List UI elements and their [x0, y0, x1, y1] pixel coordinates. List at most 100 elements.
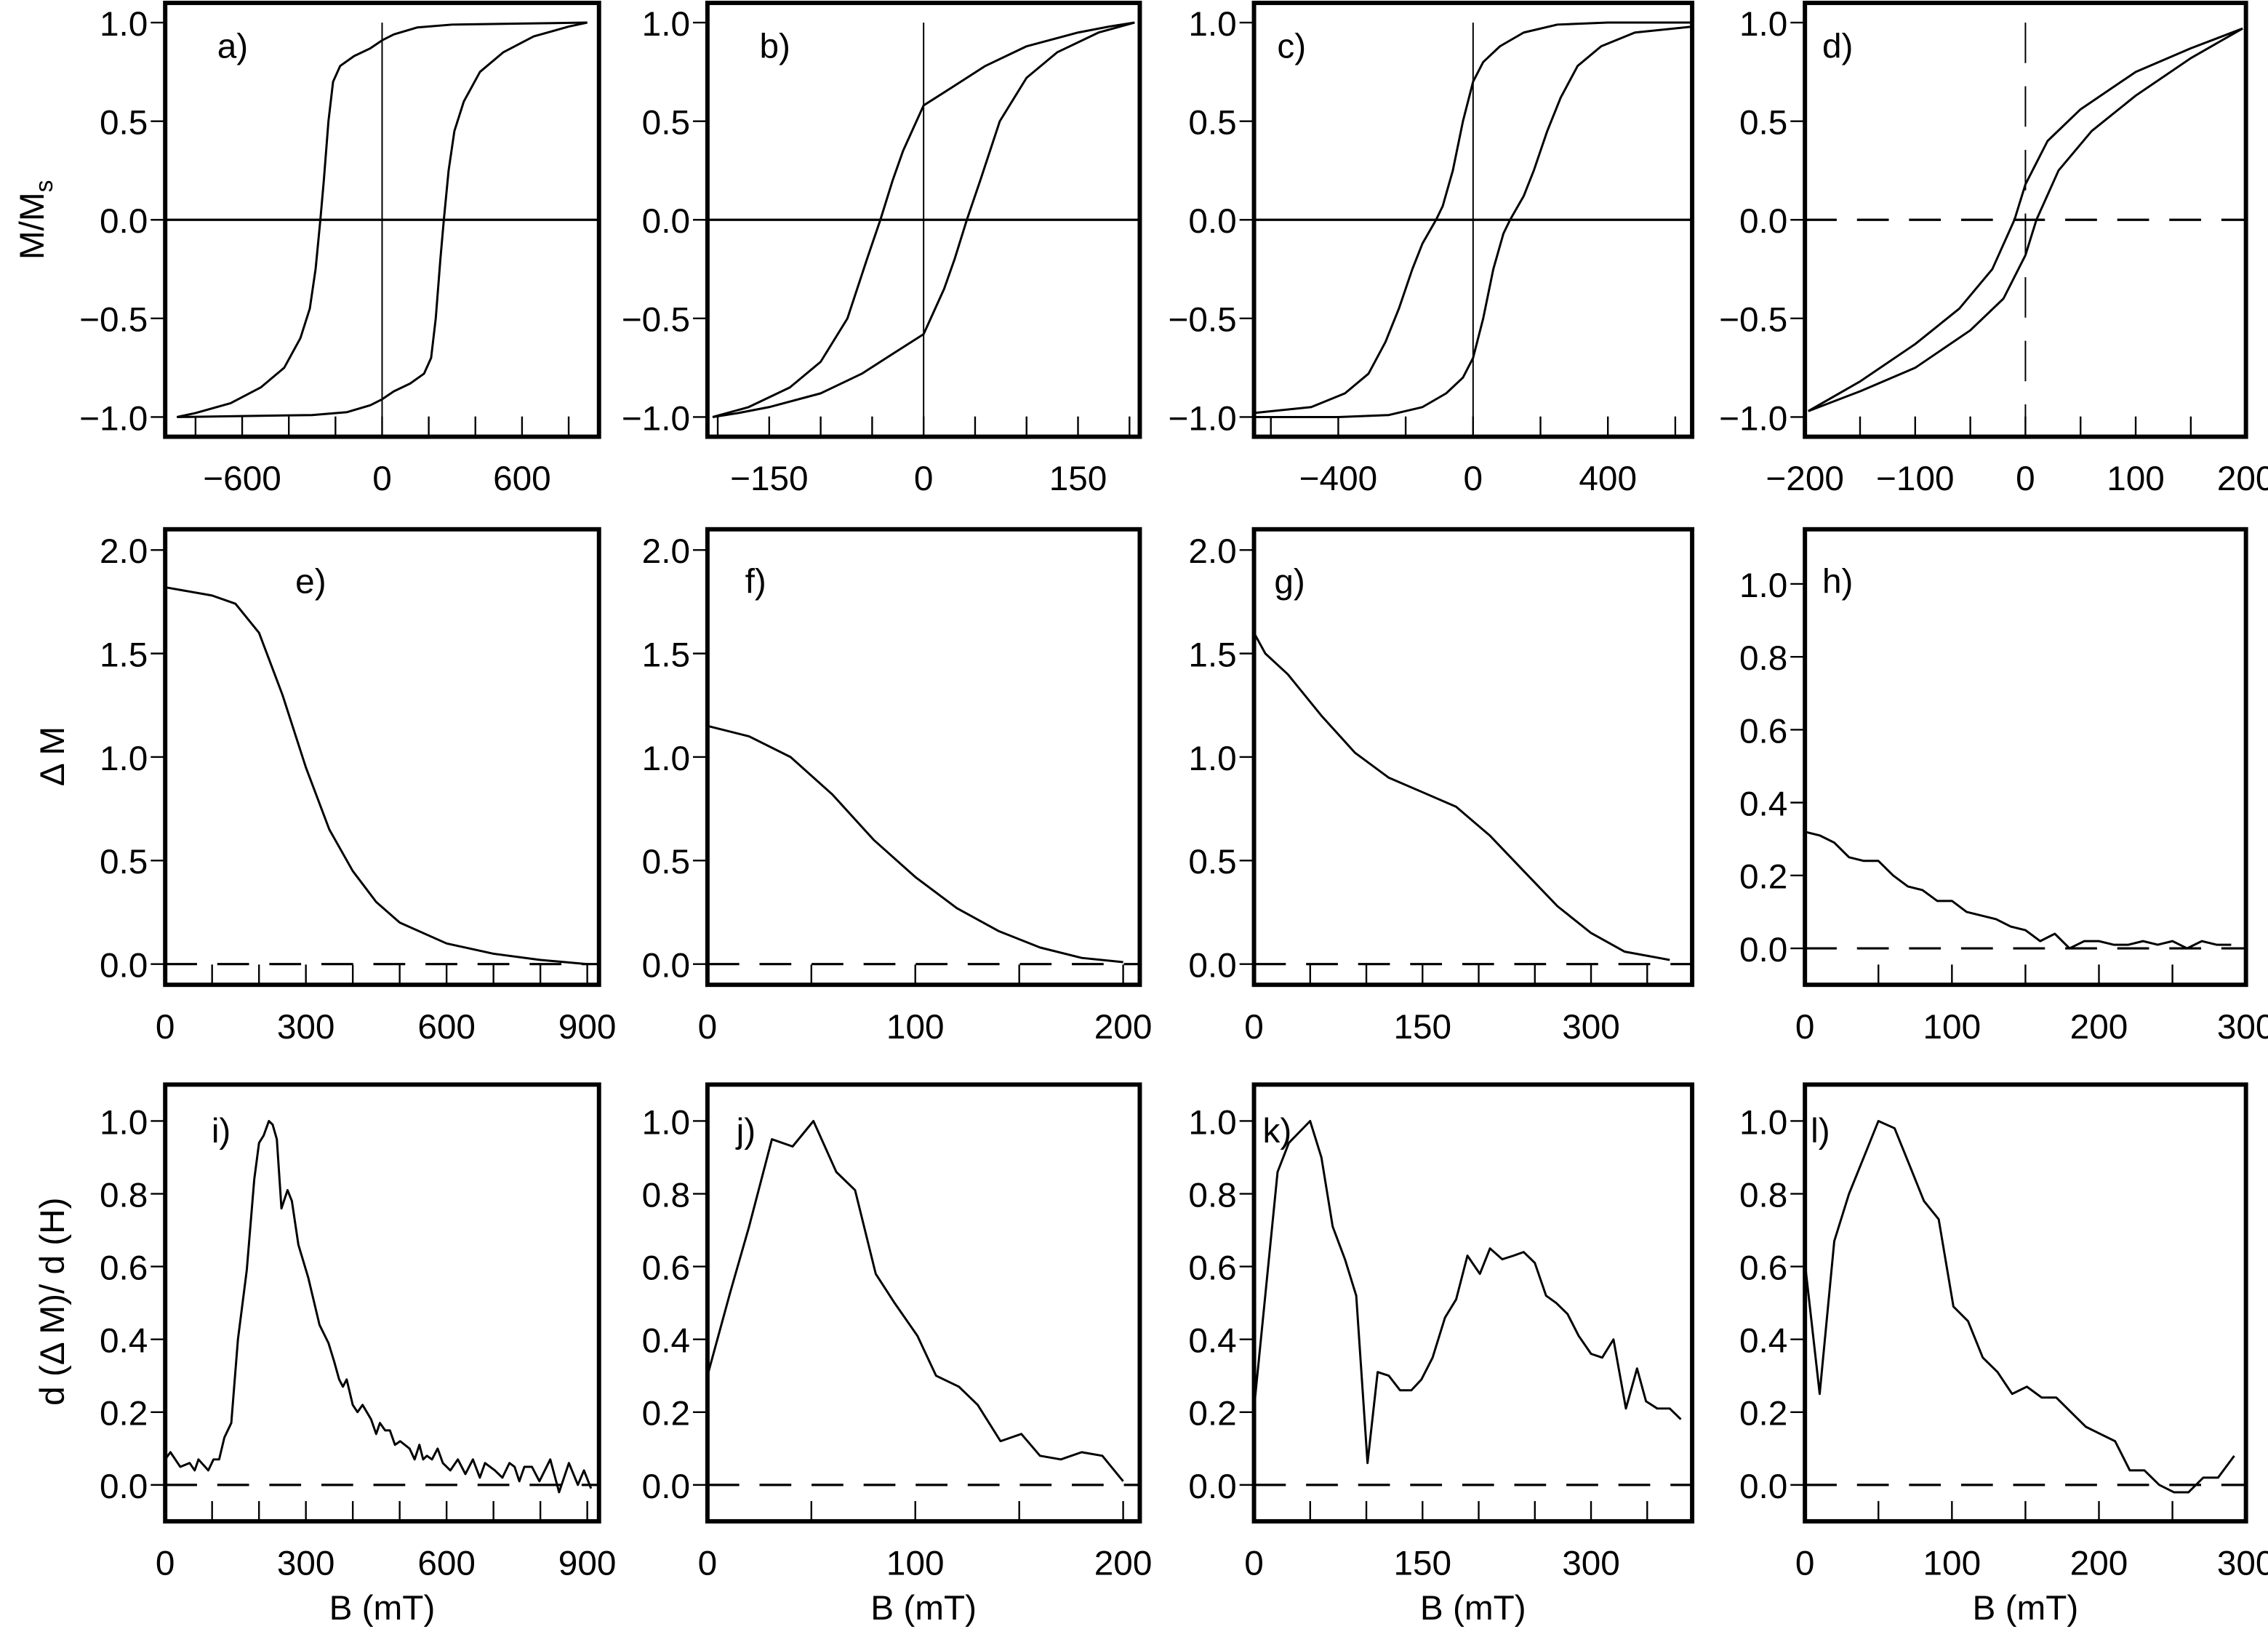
series-line-2: [1808, 27, 2243, 412]
y-tick-label: −0.5: [622, 301, 690, 340]
y-tick-label: −0.5: [1719, 301, 1787, 340]
row1-ylabel: M/Ms: [13, 180, 58, 260]
y-tick-label: 0.0: [100, 1468, 148, 1506]
panel-j: 0 100 200 1.0 0.8 0.6 0.4 0.2 0.0 j) B (mT): [642, 1082, 1153, 1628]
x-tick-label: 300: [277, 1544, 335, 1582]
panel-label: i): [212, 1112, 231, 1150]
plot-frame: [705, 527, 1142, 988]
panel-label: g): [1274, 562, 1305, 601]
x-tick-label: 300: [277, 1008, 335, 1046]
y-tick-label: 0.6: [1739, 712, 1787, 751]
y-tick-label: 1.5: [1188, 636, 1236, 675]
y-tick-label: 0.0: [1188, 1468, 1236, 1506]
x-tick-label: 150: [1049, 460, 1107, 498]
x-tick-label: 200: [2070, 1544, 2128, 1582]
y-tick-label: 1.5: [642, 636, 690, 675]
panel-label: k): [1262, 1112, 1291, 1150]
series-line-1: [706, 1120, 1124, 1482]
y-tick-label: 0.0: [100, 947, 148, 985]
y-tick-label: 0.0: [642, 947, 690, 985]
series-line-1: [176, 21, 588, 418]
x-tick-label: −400: [1299, 460, 1377, 498]
panel-label: l): [1811, 1112, 1830, 1150]
x-tick-label: 200: [2070, 1008, 2128, 1046]
y-tick-label: 0.4: [1739, 785, 1787, 824]
series-line-1: [1253, 632, 1670, 961]
y-tick-label: 0.2: [100, 1395, 148, 1433]
x-tick-label: 300: [1562, 1544, 1620, 1582]
x-axis-label: B (mT): [329, 1589, 436, 1628]
panel-c: −400 0 400 1.0 0.5 0.0 −0.5 −1.0 c): [1168, 0, 1695, 498]
y-tick-label: 0.5: [1188, 843, 1236, 881]
x-tick-label: 150: [1393, 1544, 1451, 1582]
y-tick-label: 1.0: [642, 1103, 690, 1142]
y-tick-label: 1.5: [100, 636, 148, 675]
plot-frame: [1251, 527, 1695, 988]
panel-b: −150 0 150 1.0 0.5 0.0 −0.5 −1.0 b): [622, 0, 1142, 498]
series-line-1: [164, 1120, 593, 1494]
y-tick-label: −1.0: [1168, 399, 1236, 438]
panel-label: j): [735, 1112, 756, 1150]
y-tick-label: 0.5: [100, 104, 148, 143]
x-tick-label: 100: [2107, 460, 2165, 498]
y-tick-label: 0.8: [1188, 1176, 1236, 1214]
y-tick-label: 0.0: [1188, 202, 1236, 241]
plot-frame: [705, 0, 1142, 439]
x-tick-label: 0: [914, 460, 934, 498]
y-tick-label: 0.6: [100, 1249, 148, 1288]
y-tick-label: 1.0: [642, 5, 690, 44]
panel-label: a): [217, 28, 248, 66]
y-tick-label: 1.0: [100, 740, 148, 778]
series-line-1: [1803, 1120, 2235, 1494]
x-tick-label: 0: [1244, 1008, 1264, 1046]
y-tick-label: 1.0: [1739, 1103, 1787, 1142]
series-line-2: [1254, 25, 1693, 418]
x-tick-label: −600: [203, 460, 281, 498]
x-tick-label: 200: [1094, 1544, 1153, 1582]
y-tick-label: 1.0: [642, 740, 690, 778]
y-tick-label: 0.5: [642, 104, 690, 143]
panel-i: 0 300 600 900 1.0 0.8 0.6 0.4 0.2 0.0 i) B (mT): [100, 1082, 617, 1628]
x-tick-label: 0: [1464, 460, 1483, 498]
y-tick-label: 2.0: [100, 532, 148, 571]
plot-frame: [1251, 1082, 1695, 1524]
y-tick-label: −1.0: [79, 399, 148, 438]
y-tick-label: 0.6: [642, 1249, 690, 1288]
y-tick-label: 0.5: [642, 843, 690, 881]
panel-f: 0 100 200 2.0 1.5 1.0 0.5 0.0 f): [642, 527, 1153, 1046]
y-tick-label: −0.5: [79, 301, 148, 340]
x-tick-label: 600: [493, 460, 551, 498]
y-tick-label: −1.0: [622, 399, 690, 438]
x-tick-label: 900: [558, 1544, 617, 1582]
y-tick-label: 0.2: [1739, 1395, 1787, 1433]
y-tick-label: 0.5: [1739, 104, 1787, 143]
series-line-2: [712, 21, 1135, 418]
panel-label: b): [759, 28, 790, 66]
plot-frame: [1803, 527, 2248, 988]
y-tick-label: 0.8: [100, 1176, 148, 1214]
x-tick-label: 200: [1094, 1008, 1153, 1046]
panel-label: h): [1822, 562, 1853, 601]
y-tick-label: 0.8: [1739, 1176, 1787, 1214]
y-tick-label: −1.0: [1719, 399, 1787, 438]
y-tick-label: 1.0: [1739, 567, 1787, 605]
x-tick-label: 300: [1562, 1008, 1620, 1046]
plot-frame: [1803, 1082, 2248, 1524]
panel-l: 0 100 200 300 1.0 0.8 0.6 0.4 0.2 0.0 l) B (mT): [1739, 1082, 2268, 1628]
x-tick-label: 0: [156, 1544, 175, 1582]
x-tick-label: 0: [156, 1008, 175, 1046]
y-tick-label: 0.8: [642, 1176, 690, 1214]
y-tick-label: 1.0: [1188, 5, 1236, 44]
y-tick-label: 0.8: [1739, 639, 1787, 678]
x-tick-label: 100: [886, 1544, 945, 1582]
x-tick-label: 0: [698, 1544, 718, 1582]
panel-label: e): [295, 562, 326, 601]
x-tick-label: 0: [1795, 1544, 1815, 1582]
y-tick-label: 0.6: [1739, 1249, 1787, 1288]
y-tick-label: 2.0: [642, 532, 690, 571]
x-tick-label: 600: [417, 1008, 476, 1046]
series-line-1: [712, 21, 1135, 418]
y-tick-label: 0.4: [1188, 1322, 1236, 1361]
x-axis-label: B (mT): [1973, 1589, 2079, 1628]
